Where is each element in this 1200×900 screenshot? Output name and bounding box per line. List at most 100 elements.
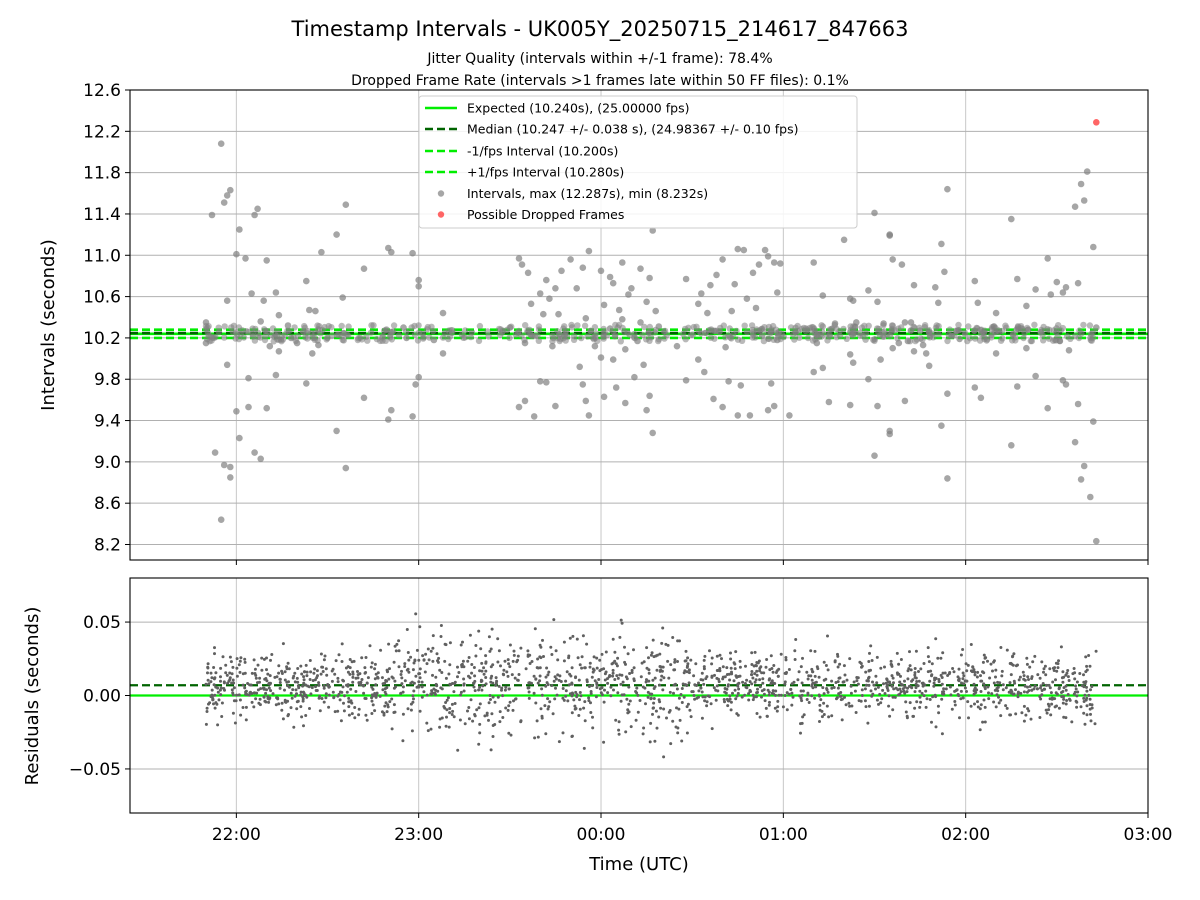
interval-point — [764, 406, 772, 414]
interval-point — [518, 261, 526, 268]
residual-point — [929, 669, 933, 673]
residual-point — [360, 656, 364, 660]
residual-point — [807, 674, 811, 678]
residual-point — [478, 702, 482, 706]
interval-point — [395, 332, 403, 339]
residual-point — [296, 680, 300, 684]
interval-point — [858, 324, 866, 331]
residual-point — [936, 704, 940, 708]
residual-point — [801, 689, 805, 693]
residual-point — [552, 618, 556, 622]
residual-point — [995, 693, 999, 697]
intervals-y-tick-label: 11.8 — [83, 164, 121, 184]
residual-point — [440, 671, 444, 674]
residual-point — [332, 696, 336, 700]
residual-point — [590, 684, 594, 688]
residual-point — [982, 682, 986, 686]
interval-point — [921, 324, 928, 331]
residual-point — [634, 690, 638, 693]
interval-point — [640, 361, 647, 369]
residual-point — [511, 659, 515, 663]
residual-point — [373, 677, 377, 681]
residual-point — [388, 667, 391, 671]
residual-point — [403, 665, 407, 668]
residual-point — [1085, 685, 1088, 689]
residual-point — [295, 707, 299, 711]
interval-point — [849, 297, 857, 305]
residual-point — [478, 731, 482, 735]
residual-point — [726, 684, 730, 688]
residual-point — [909, 685, 913, 689]
residual-point — [448, 707, 452, 710]
residual-point — [561, 687, 565, 690]
interval-point — [826, 333, 834, 340]
residual-point — [934, 725, 938, 729]
residual-point — [494, 683, 498, 687]
interval-point — [1038, 326, 1045, 334]
interval-point — [752, 304, 760, 312]
residual-point — [1028, 685, 1032, 688]
residual-point — [736, 691, 740, 695]
interval-point — [301, 322, 308, 330]
interval-point — [758, 332, 766, 340]
residual-point — [595, 666, 599, 670]
residual-point — [932, 681, 936, 685]
residual-point — [738, 665, 742, 669]
residual-point — [826, 668, 830, 672]
interval-point — [414, 337, 422, 344]
interval-point — [324, 334, 331, 342]
residual-point — [717, 677, 720, 681]
residual-point — [578, 707, 582, 711]
residual-point — [266, 697, 270, 700]
residual-point — [1016, 695, 1020, 699]
residual-point — [305, 674, 309, 678]
residual-point — [679, 693, 683, 696]
interval-point — [874, 325, 881, 332]
interval-point — [245, 374, 252, 382]
residual-point — [697, 681, 700, 685]
interval-point — [251, 211, 258, 219]
interval-point — [619, 316, 626, 323]
legend-box — [418, 95, 858, 229]
interval-point — [901, 397, 909, 405]
residual-point — [686, 656, 690, 660]
residual-point — [280, 669, 284, 673]
residual-point — [406, 707, 410, 711]
residual-point — [462, 677, 466, 681]
residual-point — [1040, 693, 1044, 697]
residual-point — [322, 658, 326, 662]
residual-point — [373, 667, 377, 671]
residual-point — [913, 676, 917, 679]
interval-point — [695, 356, 702, 363]
residual-point — [293, 671, 297, 675]
interval-point — [647, 334, 655, 341]
residual-point — [461, 640, 464, 644]
residual-point — [728, 678, 732, 682]
residual-point — [991, 669, 994, 673]
residual-point — [629, 725, 633, 729]
residual-point — [860, 694, 864, 697]
residual-point — [813, 649, 817, 653]
residual-point — [219, 679, 222, 683]
residual-point — [603, 678, 607, 682]
residual-point — [554, 649, 558, 653]
interval-point — [886, 232, 893, 239]
residual-point — [1032, 687, 1036, 691]
interval-point — [612, 331, 619, 339]
residual-point — [867, 675, 871, 679]
residual-point — [480, 661, 484, 665]
residual-point — [1071, 672, 1075, 676]
residual-point — [453, 702, 457, 705]
residual-point — [889, 659, 893, 663]
residual-point — [510, 673, 514, 677]
residual-point — [570, 734, 574, 738]
residual-point — [401, 690, 405, 694]
residual-point — [729, 700, 733, 704]
residual-point — [287, 713, 290, 716]
residual-point — [583, 700, 587, 704]
interval-point — [701, 368, 708, 376]
residual-point — [503, 688, 507, 692]
residual-point — [246, 682, 250, 685]
residual-point — [456, 675, 459, 679]
